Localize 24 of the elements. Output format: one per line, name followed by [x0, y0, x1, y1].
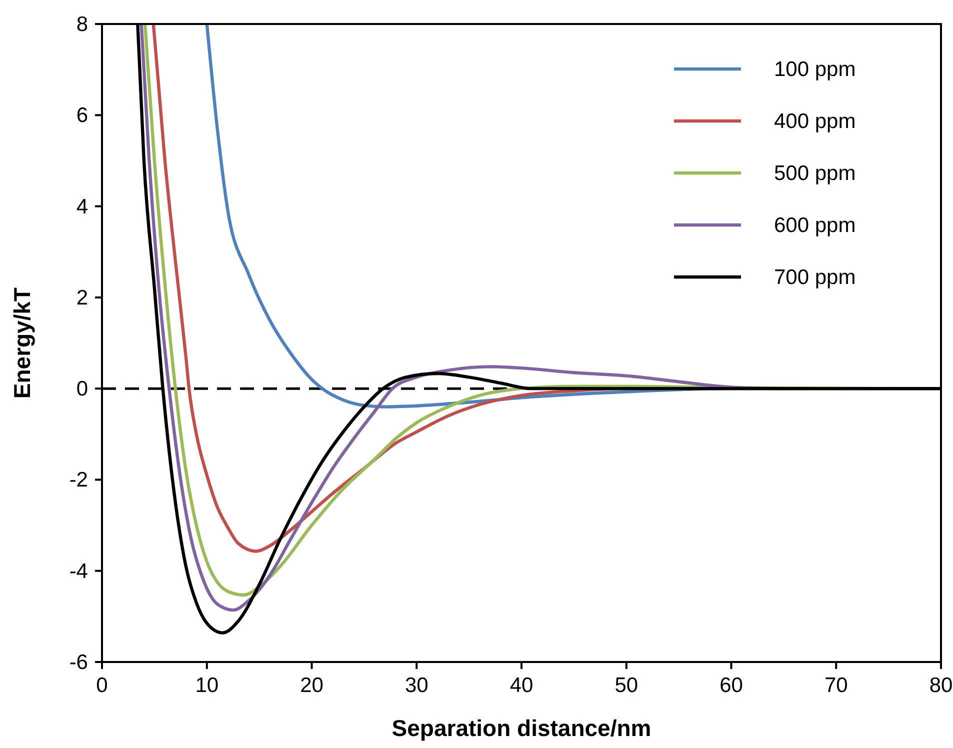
y-tick-label: 8 — [76, 13, 88, 36]
y-tick-label: 2 — [76, 286, 88, 310]
y-tick-label: 6 — [76, 104, 88, 128]
x-tick-label: 0 — [96, 674, 108, 697]
x-tick-label: 80 — [929, 674, 953, 697]
x-tick-label: 40 — [510, 674, 534, 697]
legend-label: 100 ppm — [774, 58, 856, 81]
x-tick-label: 10 — [195, 674, 219, 697]
y-tick-label: 4 — [76, 195, 88, 218]
legend-label: 600 ppm — [774, 214, 856, 237]
x-tick-label: 50 — [614, 674, 638, 697]
legend-label: 700 ppm — [774, 266, 856, 289]
x-tick-label: 20 — [300, 674, 324, 697]
y-tick-label: -4 — [69, 560, 88, 583]
y-tick-label: -2 — [69, 468, 88, 492]
x-tick-label: 30 — [404, 674, 428, 697]
y-axis-title: Energy/kT — [9, 287, 35, 399]
legend-label: 400 ppm — [774, 110, 856, 133]
y-tick-label: -6 — [69, 651, 88, 674]
x-tick-label: 60 — [720, 674, 743, 697]
x-tick-label: 70 — [824, 674, 848, 697]
y-tick-label: 0 — [76, 378, 88, 401]
legend-label: 500 ppm — [774, 162, 856, 185]
x-axis-title: Separation distance/nm — [392, 715, 652, 741]
